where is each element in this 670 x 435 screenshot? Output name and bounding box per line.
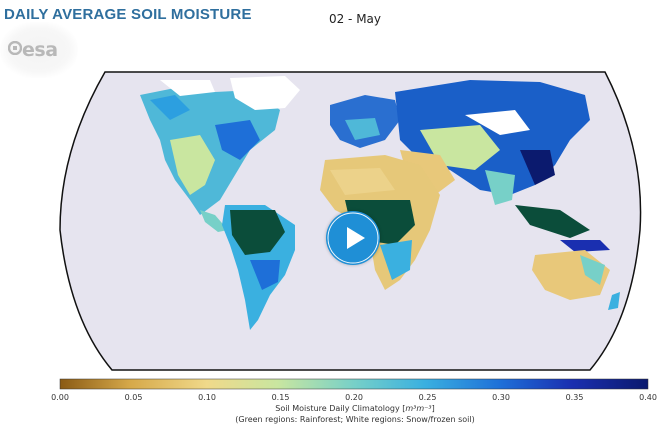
date-label: 02 - May <box>328 12 382 26</box>
esa-logo: esa <box>0 22 78 78</box>
colorbar-title: Soil Moisture Daily Climatology [m³m⁻³] <box>275 404 435 413</box>
colorbar-tick: 0.05 <box>124 393 143 402</box>
colorbar-tick: 0.30 <box>492 393 510 402</box>
colorbar-tick: 0.10 <box>198 393 216 402</box>
greenland <box>230 76 300 110</box>
colorbar-tick: 0.40 <box>639 393 657 402</box>
play-button[interactable] <box>326 211 380 265</box>
esa-logo-text: esa <box>22 39 58 61</box>
north-america <box>140 88 280 215</box>
esa-logo-mark-icon <box>8 41 22 55</box>
colorbar-tick: 0.25 <box>418 393 437 402</box>
play-icon <box>327 212 379 264</box>
colorbar-tick: 0.15 <box>271 393 290 402</box>
colorbar-tick: 0.35 <box>565 393 584 402</box>
page-title: DAILY AVERAGE SOIL MOISTURE <box>4 6 252 23</box>
colorbar-unit: m³m⁻³ <box>405 404 432 413</box>
colorbar-tick: 0.20 <box>345 393 363 402</box>
colorbar <box>59 378 649 390</box>
colorbar-subtitle: (Green regions: Rainforest; White region… <box>235 415 475 424</box>
colorbar-tick: 0.00 <box>51 393 69 402</box>
